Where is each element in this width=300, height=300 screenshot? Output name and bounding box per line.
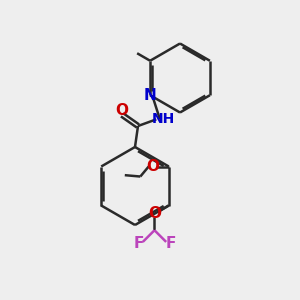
- Text: F: F: [166, 236, 176, 251]
- Text: N: N: [144, 88, 157, 103]
- Text: O: O: [148, 206, 161, 221]
- Text: NH: NH: [151, 112, 175, 126]
- Text: O: O: [146, 159, 159, 174]
- Text: F: F: [133, 236, 143, 251]
- Text: O: O: [116, 103, 128, 118]
